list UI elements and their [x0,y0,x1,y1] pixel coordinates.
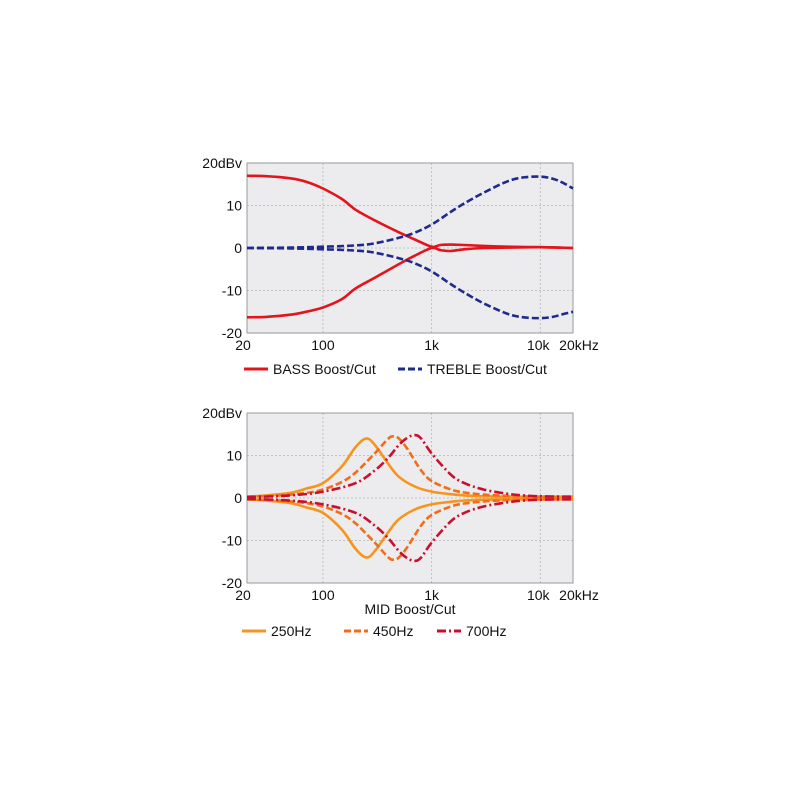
series-line-1-4 [246,246,574,320]
legend-1: BASS Boost/Cut TREBLE Boost/Cut [244,361,547,377]
y-tick-label: 10 [226,448,242,464]
series-line-1-3 [246,175,574,250]
legend-label: TREBLE Boost/Cut [427,361,547,377]
x-tick-label: 20kHz [559,337,599,353]
x-tick-label: 10k [527,587,551,603]
legend-label: BASS Boost/Cut [273,361,376,377]
legend-label: 700Hz [466,623,506,639]
legend-label: 250Hz [271,623,311,639]
y-tick-label: -10 [222,283,242,299]
y-tick-label: -10 [222,533,242,549]
x-tick-label: 20 [235,587,251,603]
legend-2: 250Hz 450Hz 700Hz [242,623,506,639]
y-tick-label: 20dBv [202,405,242,421]
x-tick-label: 100 [311,587,335,603]
series-line-2-6 [246,497,574,563]
x-tick-label: 1k [424,587,440,603]
series-line-2-4 [246,497,574,561]
series-line-2-1 [246,437,573,499]
x-axis-title: MID Boost/Cut [364,601,455,617]
series-line-2-2 [246,497,573,559]
x-tick-label: 20 [235,337,251,353]
y-tick-label: -20 [222,575,242,591]
y-tick-label: 0 [234,490,242,506]
series-line-2-5 [246,433,574,499]
series-line-2-3 [246,435,574,499]
x-tick-label: 10k [527,337,551,353]
y-tick-label: 20dBv [202,155,242,171]
x-tick-label: 1k [424,337,440,353]
x-tick-label: 20kHz [559,587,599,603]
x-tick-label: 100 [311,337,335,353]
y-tick-label: -20 [222,325,242,341]
y-tick-label: 0 [234,240,242,256]
legend-label: 450Hz [373,623,413,639]
y-tick-label: 10 [226,198,242,214]
